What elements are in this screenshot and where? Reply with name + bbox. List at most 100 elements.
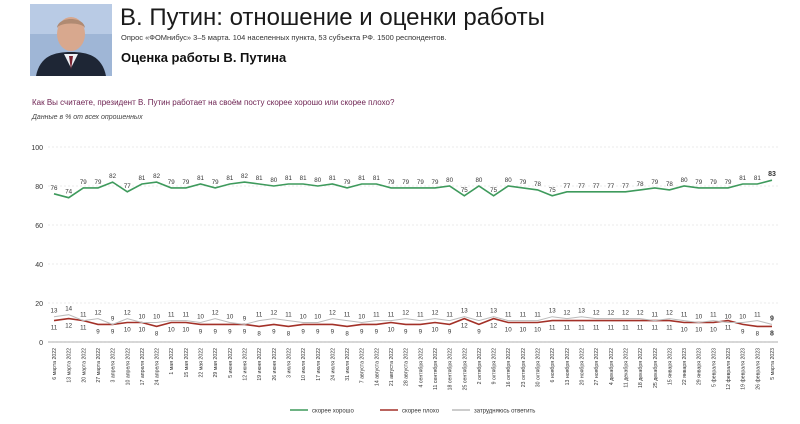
legend-label: скорее плохо xyxy=(402,409,440,415)
data-label: 77 xyxy=(593,183,600,190)
x-tick-label: 15 мая 2022 xyxy=(184,348,190,378)
survey-subtitle: Опрос «ФОМнибус» 3–5 марта. 104 населенн… xyxy=(121,33,447,42)
data-label: 11 xyxy=(80,325,87,332)
y-axis: 0 20 40 60 80 100 xyxy=(31,145,43,347)
data-label: 79 xyxy=(402,179,409,186)
data-label: 9 xyxy=(213,328,217,335)
data-label: 9 xyxy=(360,328,364,335)
data-label: 9 xyxy=(419,328,423,335)
data-label: 77 xyxy=(622,183,629,190)
data-label: 8 xyxy=(155,330,159,337)
x-tick-label: 22 мая 2022 xyxy=(199,348,205,378)
x-tick-label: 5 февраля 2023 xyxy=(711,348,717,387)
y-tick-label: 80 xyxy=(35,184,43,191)
data-label: 10 xyxy=(725,314,732,321)
x-tick-label: 10 июля 2022 xyxy=(301,348,307,381)
data-label: 10 xyxy=(519,327,526,334)
data-label: 79 xyxy=(725,179,732,186)
data-label: 81 xyxy=(754,175,761,182)
series-line xyxy=(53,314,773,325)
data-label: 9 xyxy=(111,328,115,335)
legend-label: скорее хорошо xyxy=(312,409,354,415)
data-label: 11 xyxy=(446,312,453,319)
legend-entry: скорее плохо xyxy=(380,409,440,415)
data-label: 10 xyxy=(534,327,541,334)
data-label: 11 xyxy=(593,325,600,332)
data-label: 9 xyxy=(243,315,247,322)
data-label: 11 xyxy=(476,312,483,319)
data-label: 11 xyxy=(608,325,615,332)
data-label: 8 xyxy=(345,330,349,337)
x-tick-label: 28 августа 2022 xyxy=(404,348,410,386)
data-label: 80 xyxy=(681,177,688,184)
chart-legend: скорее хорошо скорее плохо затрудняюсь отв… xyxy=(290,409,535,415)
data-label: 11 xyxy=(168,312,175,319)
data-label: 9 xyxy=(111,315,115,322)
x-tick-label: 27 ноября 2022 xyxy=(594,348,600,385)
chart-grid xyxy=(48,146,778,343)
x-tick-label: 11 декабря 2022 xyxy=(623,348,629,388)
x-tick-label: 29 мая 2022 xyxy=(213,348,219,378)
data-label: 11 xyxy=(681,312,688,319)
x-tick-label: 23 октября 2022 xyxy=(521,348,527,387)
data-label: 9 xyxy=(316,328,320,335)
data-label: 12 xyxy=(212,310,219,317)
data-label: 10 xyxy=(197,314,204,321)
data-label: 12 xyxy=(461,323,468,330)
data-label: 12 xyxy=(490,323,497,330)
x-tick-label: 11 сентября 2022 xyxy=(433,348,439,390)
data-label: 11 xyxy=(388,312,395,319)
data-label: 77 xyxy=(563,183,570,190)
legend-label: затрудняюсь ответить xyxy=(474,409,535,415)
data-label: 12 xyxy=(637,310,644,317)
x-tick-label: 5 марта 2023 xyxy=(770,348,776,380)
data-note: Данные в % от всех опрошенных xyxy=(32,114,143,121)
data-label: 12 xyxy=(432,310,439,317)
x-tick-label: 13 марта 2022 xyxy=(67,348,73,383)
data-label: 12 xyxy=(563,310,570,317)
x-tick-label: 16 октября 2022 xyxy=(506,348,512,387)
x-tick-label: 18 декабря 2022 xyxy=(638,348,644,388)
data-label: 11 xyxy=(417,312,424,319)
x-tick-label: 20 ноября 2022 xyxy=(580,348,586,385)
data-label: 11 xyxy=(183,312,190,319)
data-label: 81 xyxy=(226,175,233,182)
data-label: 82 xyxy=(241,173,248,180)
data-label: 10 xyxy=(138,314,145,321)
survey-question: Как Вы считаете, президент В. Путин рабо… xyxy=(32,98,395,107)
data-label: 12 xyxy=(65,323,72,330)
x-tick-label: 6 марта 2022 xyxy=(52,348,58,380)
section-title: Оценка работы В. Путина xyxy=(121,50,287,65)
data-label: 9 xyxy=(770,315,774,322)
data-label: 8 xyxy=(756,330,760,337)
data-label: 78 xyxy=(666,181,673,188)
data-label: 11 xyxy=(51,325,58,332)
data-label: 12 xyxy=(95,310,102,317)
x-axis: 6 марта 2022 13 марта 2022 20 марта 2022 27… xyxy=(52,348,776,390)
x-tick-label: 6 ноября 2022 xyxy=(550,348,556,383)
x-tick-label: 13 ноября 2022 xyxy=(565,348,571,385)
x-tick-label: 17 апреля 2022 xyxy=(140,348,146,385)
legend-entry: скорее хорошо xyxy=(290,409,354,415)
data-label: 11 xyxy=(344,312,351,319)
data-label: 10 xyxy=(226,314,233,321)
data-label: 9 xyxy=(199,328,203,335)
x-tick-label: 26 июня 2022 xyxy=(272,348,278,381)
data-label: 11 xyxy=(725,325,732,332)
data-label: 11 xyxy=(505,312,512,319)
data-label: 81 xyxy=(256,175,263,182)
data-label: 79 xyxy=(710,179,717,186)
x-tick-label: 14 августа 2022 xyxy=(374,348,380,386)
data-label: 10 xyxy=(739,314,746,321)
data-label: 77 xyxy=(607,183,614,190)
x-tick-label: 31 июля 2022 xyxy=(345,348,351,381)
data-label: 11 xyxy=(534,312,541,319)
x-tick-label: 3 июля 2022 xyxy=(286,348,292,378)
x-tick-label: 4 декабря 2022 xyxy=(609,348,615,385)
data-label: 10 xyxy=(153,314,160,321)
data-label: 9 xyxy=(741,328,745,335)
data-label: 11 xyxy=(637,325,644,332)
data-label: 11 xyxy=(578,325,585,332)
data-label: 8 xyxy=(257,330,261,337)
